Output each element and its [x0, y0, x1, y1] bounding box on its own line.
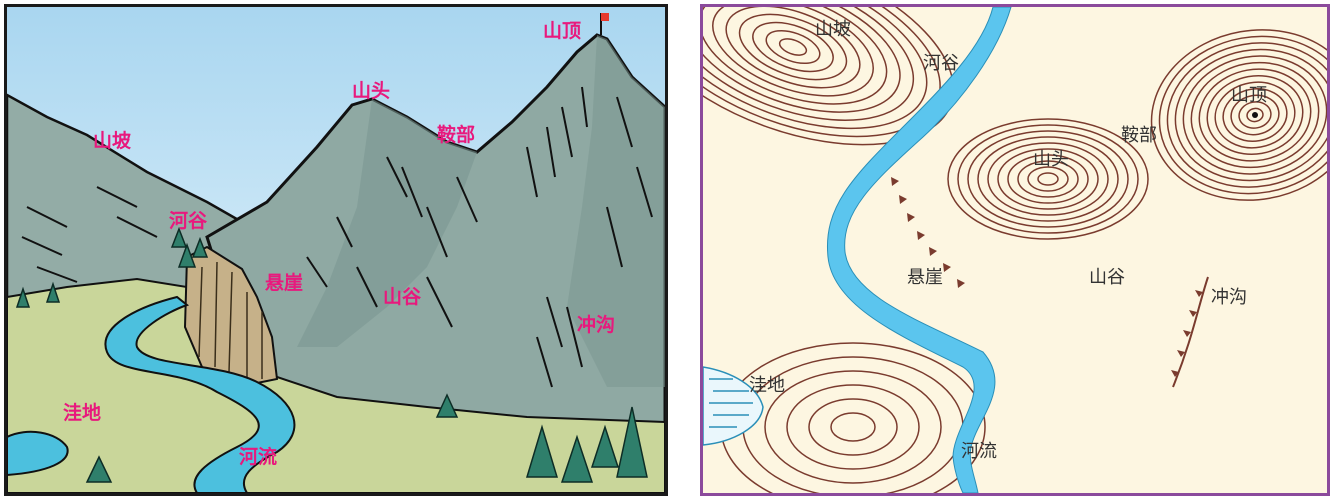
- label-peak: 山顶: [543, 20, 581, 42]
- contour-ring: [703, 7, 901, 113]
- label-saddle: 鞍部: [437, 123, 475, 146]
- landscape-illustration: 山顶 山头 鞍部 山坡 河谷 悬崖 山谷 冲沟 洼地 河流: [4, 4, 668, 496]
- contour-ring: [830, 412, 876, 442]
- map-background: [703, 7, 1327, 493]
- contour-ring: [738, 13, 848, 81]
- flag: [601, 13, 609, 21]
- map-label-gully: 冲沟: [1211, 287, 1247, 308]
- depression-pond: [7, 430, 69, 477]
- contour-ring: [1222, 88, 1288, 142]
- label-cliff: 悬崖: [265, 271, 303, 294]
- contour-ring: [725, 7, 861, 89]
- label-depression: 洼地: [63, 401, 101, 424]
- contour-lines: [703, 7, 1327, 493]
- contour-ring: [1238, 101, 1272, 129]
- contour-map-svg: 山坡 河谷 山顶 鞍部 山头 悬崖 山谷 冲沟 洼地 河流: [703, 7, 1327, 493]
- label-slope: 山坡: [93, 129, 132, 152]
- contour-ring: [1037, 172, 1059, 186]
- contour-ring: [997, 148, 1099, 210]
- contour-ring: [1166, 42, 1327, 188]
- contour-ring: [1214, 81, 1296, 149]
- meadow: [7, 277, 665, 493]
- peak-shadow: [567, 35, 665, 387]
- contour-ring: [786, 384, 920, 470]
- contour-ring: [808, 398, 898, 456]
- contour-ring: [947, 118, 1149, 240]
- contour-ring: [712, 7, 874, 97]
- mountain-shadow: [297, 99, 477, 347]
- map-label-saddle: 鞍部: [1121, 125, 1157, 146]
- map-label-slope: 山坡: [815, 19, 851, 40]
- label-hilltop: 山头: [352, 80, 390, 102]
- map-label-river: 河流: [961, 441, 997, 462]
- contour-ring: [957, 124, 1139, 234]
- map-river: [826, 7, 1012, 493]
- hatching: [21, 86, 653, 388]
- map-label-ridge: 山谷: [1089, 267, 1125, 288]
- contour-ring: [764, 370, 942, 484]
- contour-ring: [703, 7, 888, 105]
- contour-ring: [1246, 107, 1264, 123]
- label-ridge: 山谷: [383, 286, 422, 308]
- map-label-valley: 河谷: [923, 53, 959, 74]
- contour-ring: [1174, 48, 1327, 182]
- contour-ring: [1027, 166, 1069, 192]
- map-label-peak: 山顶: [1231, 85, 1267, 106]
- landscape-svg: 山顶 山头 鞍部 山坡 河谷 悬崖 山谷 冲沟 洼地 河流: [7, 7, 665, 493]
- map-depression: [703, 366, 764, 446]
- map-label-hilltop: 山头: [1033, 149, 1069, 170]
- contour-ring: [703, 7, 928, 130]
- contour-ring: [1017, 160, 1079, 198]
- contour-ring: [752, 21, 834, 73]
- contour-ring: [765, 29, 821, 65]
- river: [104, 295, 296, 493]
- map-peak-dot: [1252, 112, 1258, 118]
- label-river: 河流: [239, 445, 277, 468]
- contour-ring: [977, 136, 1119, 222]
- label-valley: 河谷: [169, 210, 208, 232]
- contour-map: 山坡 河谷 山顶 鞍部 山头 悬崖 山谷 冲沟 洼地 河流: [700, 4, 1330, 496]
- map-label-cliff: 悬崖: [907, 267, 943, 288]
- contour-ring: [1007, 154, 1089, 204]
- contour-ring: [778, 38, 808, 56]
- contour-ring: [1190, 61, 1320, 169]
- contour-ring: [987, 142, 1109, 216]
- contour-ring: [1150, 29, 1327, 201]
- contour-ring: [1230, 94, 1280, 136]
- contour-ring: [1206, 74, 1304, 156]
- map-gully: [1171, 276, 1209, 388]
- contour-ring: [967, 130, 1129, 228]
- contour-ring: [1198, 68, 1312, 162]
- trees: [15, 226, 648, 483]
- contour-ring: [1182, 55, 1327, 175]
- contour-ring: [703, 7, 915, 121]
- contour-ring: [1158, 35, 1327, 195]
- label-gully: 冲沟: [577, 313, 615, 336]
- cliff-lines: [198, 261, 263, 379]
- map-label-depression: 洼地: [749, 375, 785, 396]
